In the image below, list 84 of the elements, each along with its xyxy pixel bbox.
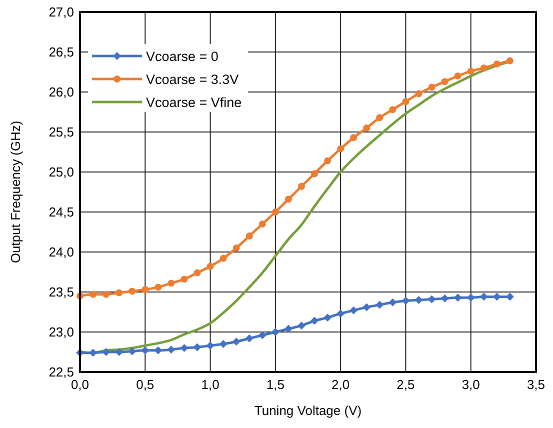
point [362, 303, 371, 312]
y-tick-label: 23,5 [48, 284, 74, 300]
x-tick-label: 3,5 [526, 377, 546, 392]
point [454, 72, 462, 80]
point [297, 322, 306, 330]
x-axis-title: Tuning Voltage (V) [254, 403, 362, 418]
point [180, 344, 188, 352]
point [441, 78, 448, 86]
point [440, 294, 449, 302]
y-tick-label: 24,0 [48, 244, 74, 260]
point [246, 232, 253, 240]
point [180, 276, 188, 283]
point [324, 314, 332, 322]
point [414, 296, 423, 304]
point [168, 280, 175, 287]
point [206, 262, 214, 270]
point [232, 338, 240, 346]
x-tick-label: 1,5 [266, 377, 284, 392]
point [284, 196, 292, 203]
point [350, 306, 358, 314]
point [245, 334, 254, 342]
point [298, 182, 305, 190]
x-tick-label: 1,0 [201, 377, 220, 392]
point [90, 290, 97, 298]
y-tick-label: 27,0 [48, 4, 74, 20]
point [428, 84, 436, 91]
point [154, 284, 162, 291]
point [402, 296, 410, 305]
point [193, 343, 202, 352]
point [167, 346, 176, 354]
y-tick-label: 24,5 [48, 204, 74, 220]
point [272, 208, 279, 216]
point [376, 114, 384, 122]
y-tick-label: 25,0 [48, 164, 74, 180]
point [336, 310, 345, 318]
point [480, 292, 488, 301]
point [284, 324, 292, 333]
point [310, 316, 319, 325]
point [493, 60, 500, 68]
point [220, 254, 227, 262]
x-tick-label: 2,0 [332, 377, 350, 392]
y-tick-label: 23,0 [48, 324, 74, 340]
point [311, 170, 318, 178]
legend-label: Vcoarse = Vfine [146, 95, 242, 110]
point [271, 328, 280, 336]
point [154, 346, 162, 354]
point [128, 347, 136, 356]
y-tick-label: 22,5 [48, 364, 74, 380]
point [324, 157, 332, 164]
y-axis-title: Output Frequency (GHz) [8, 120, 23, 264]
point [350, 134, 358, 142]
point [219, 340, 228, 348]
y-tick-label: 26,5 [48, 44, 74, 60]
point [128, 288, 136, 295]
point [388, 298, 397, 306]
x-tick-label: 2,5 [396, 377, 415, 392]
point [258, 331, 266, 340]
legend-label: Vcoarse = 0 [146, 49, 218, 64]
legend-label: Vcoarse = 3.3V [146, 72, 239, 87]
y-tick-label: 25,5 [48, 124, 74, 140]
point [415, 90, 422, 98]
point [102, 290, 110, 298]
point [337, 145, 344, 152]
point [389, 106, 396, 114]
point [232, 244, 240, 252]
x-tick-label: 0,5 [136, 377, 154, 392]
point [402, 98, 410, 106]
x-tick-label: 3,0 [462, 377, 480, 392]
point [376, 300, 384, 309]
point [141, 346, 150, 354]
point [466, 294, 475, 302]
point [194, 269, 201, 276]
point [258, 220, 266, 228]
point [506, 57, 514, 64]
y-tick-label: 26,0 [48, 84, 74, 100]
x-tick-label: 0,0 [70, 377, 90, 392]
point [89, 348, 98, 357]
point [428, 295, 436, 304]
point [116, 289, 123, 296]
point [363, 124, 370, 132]
point [206, 342, 214, 350]
point [467, 68, 474, 75]
point [142, 286, 149, 294]
point [480, 64, 488, 72]
